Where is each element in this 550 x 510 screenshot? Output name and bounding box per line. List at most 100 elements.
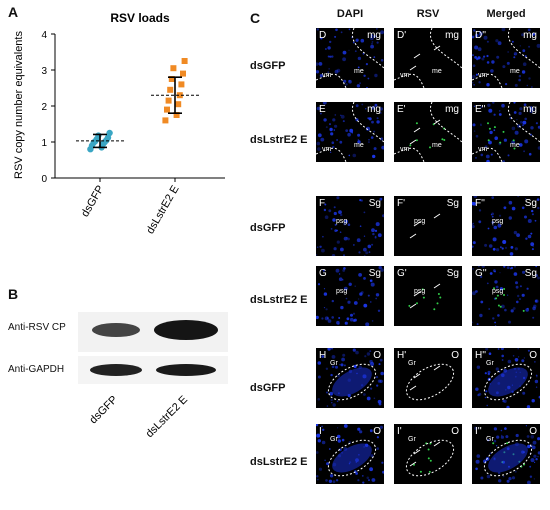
data-point-dslstre2e xyxy=(167,86,174,93)
tile-annotation: me xyxy=(354,68,364,75)
row-label: dsLstrE2 E xyxy=(250,456,308,468)
tile-annotation: vm xyxy=(400,146,410,153)
tile-annotation: Gr xyxy=(408,360,416,367)
tile-letter: F'' xyxy=(475,198,485,209)
tile-annotation: me xyxy=(354,142,364,149)
tile-letter: D xyxy=(319,30,327,41)
tile-tissue-label: O xyxy=(529,426,537,437)
tile-letter: G xyxy=(319,268,327,279)
tile-letter: H xyxy=(319,350,327,361)
tile-tissue-label: Sg xyxy=(368,198,381,209)
tile-annotation: psg xyxy=(492,218,504,225)
tile-image xyxy=(316,102,384,162)
row-label: dsLstrE2 E xyxy=(250,134,308,146)
tile-tissue-label: mg xyxy=(445,104,459,115)
microscopy-tile: D' mg vm me xyxy=(394,28,462,88)
tile-tissue-label: Sg xyxy=(446,268,459,279)
microscopy-tile: H' O Gr xyxy=(394,348,462,408)
tile-tissue-label: O xyxy=(373,426,381,437)
microscopy-tile: H'' O Gr xyxy=(472,348,540,408)
blot-lane-label-dslstre2e: dsLstrE2 E xyxy=(144,394,191,441)
tile-letter: G'' xyxy=(475,268,487,279)
tile-image xyxy=(472,266,540,326)
row-label: dsGFP xyxy=(250,382,286,394)
tile-letter: I xyxy=(319,426,322,437)
microscopy-tile: I'' O Gr xyxy=(472,424,540,484)
tile-tissue-label: O xyxy=(451,426,459,437)
y-axis-label: RSV copy number equivalents xyxy=(13,31,25,179)
tile-image xyxy=(472,28,540,88)
y-tick-label: 4 xyxy=(41,30,47,41)
tile-image xyxy=(475,348,540,408)
tile-letter: I'' xyxy=(475,426,482,437)
tile-tissue-label: Sg xyxy=(524,268,537,279)
tile-annotation: vm xyxy=(322,146,332,153)
tile-annotation: me xyxy=(432,68,442,75)
tile-image xyxy=(316,266,384,326)
tile-tissue-label: mg xyxy=(367,30,381,41)
tile-tissue-label: mg xyxy=(367,104,381,115)
tile-letter: H' xyxy=(397,350,407,361)
blot-row-label-rsv: Anti-RSV CP xyxy=(8,322,66,333)
tile-tissue-label: O xyxy=(451,350,459,361)
chart-title: RSV loads xyxy=(110,11,170,25)
data-point-dsgfp xyxy=(106,129,113,137)
tile-image xyxy=(405,363,455,401)
blot-lane-labels: dsGFP dsLstrE2 E xyxy=(87,394,191,441)
data-point-dslstre2e xyxy=(173,112,180,118)
data-point-dslstre2e xyxy=(176,92,183,99)
data-point-dslstre2e xyxy=(168,76,175,82)
band-rsv-dslstre2e xyxy=(154,320,218,340)
tile-annotation: psg xyxy=(336,288,348,295)
microscopy-tile: G' Sg psg xyxy=(394,266,462,326)
rsv-loads-chart: RSV loads RSV copy number equivalents 0 1… xyxy=(13,11,225,237)
y-tick-label: 1 xyxy=(41,138,47,149)
tile-image xyxy=(316,196,384,256)
tile-image xyxy=(472,102,540,162)
tile-annotation: vm xyxy=(478,146,488,153)
data-point-dslstre2e xyxy=(181,58,188,64)
y-tick-label: 2 xyxy=(41,102,47,113)
tile-annotation: Gr xyxy=(486,436,494,443)
microscopy-tile: E'' mg vm me xyxy=(472,102,540,162)
microscopy-tile: H O Gr xyxy=(316,348,384,408)
tile-image xyxy=(394,28,462,88)
tile-image xyxy=(317,348,384,407)
microscopy-tile: F Sg psg xyxy=(316,196,384,256)
tile-annotation: Gr xyxy=(486,360,494,367)
tile-annotation: me xyxy=(432,142,442,149)
blot-row-label-gapdh: Anti-GAPDH xyxy=(8,364,65,375)
tile-image xyxy=(472,196,540,256)
tile-letter: E' xyxy=(397,104,406,115)
tile-image xyxy=(405,439,455,477)
tile-image xyxy=(316,424,384,484)
microscopy-tile: I' O Gr xyxy=(394,424,462,484)
data-point-dslstre2e xyxy=(170,65,177,72)
tile-annotation: psg xyxy=(414,218,426,225)
data-point-dslstre2e xyxy=(164,106,170,113)
tile-tissue-label: mg xyxy=(445,30,459,41)
panel-c-letter: C xyxy=(250,10,261,26)
microscopy-tile: F'' Sg psg xyxy=(472,196,540,256)
band-rsv-dsgfp xyxy=(92,323,140,337)
tile-annotation: psg xyxy=(336,218,348,225)
tile-tissue-label: Sg xyxy=(368,268,381,279)
panel-b-letter: B xyxy=(8,286,19,302)
tile-tissue-label: Sg xyxy=(524,198,537,209)
microscopy-tile: G'' Sg psg xyxy=(472,266,540,326)
tile-letter: E'' xyxy=(475,104,486,115)
row-label: dsGFP xyxy=(250,222,286,234)
tile-annotation: Gr xyxy=(408,436,416,443)
western-blot xyxy=(78,312,228,384)
tile-image xyxy=(474,425,540,484)
tile-letter: E xyxy=(319,104,326,115)
tile-annotation: Gr xyxy=(330,360,338,367)
band-gapdh-dslstre2e xyxy=(156,364,216,376)
data-point-dslstre2e xyxy=(175,101,182,108)
x-tick-label: dsLstrE2 E xyxy=(144,184,181,237)
microscopy-tile: F' Sg psg xyxy=(394,196,462,256)
tile-letter: H'' xyxy=(475,350,487,361)
tile-annotation: vm xyxy=(478,72,488,79)
